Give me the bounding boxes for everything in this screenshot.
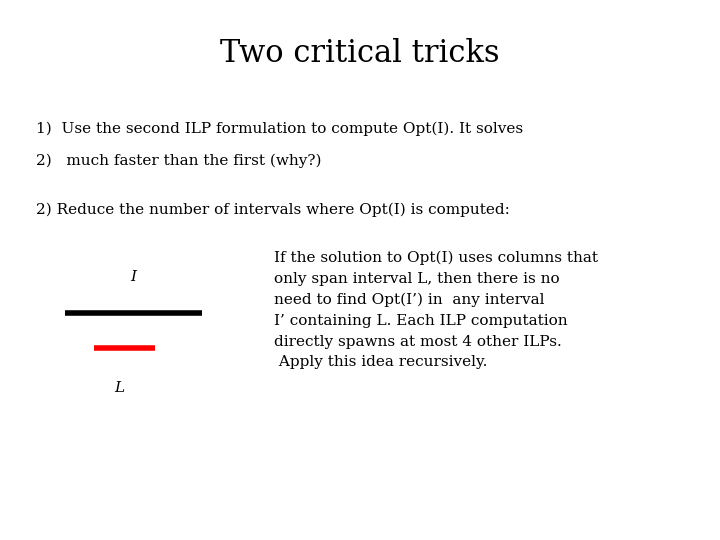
Text: 1)  Use the second ILP formulation to compute Opt(I). It solves: 1) Use the second ILP formulation to com… (36, 122, 523, 136)
Text: L: L (114, 381, 124, 395)
Text: Two critical tricks: Two critical tricks (220, 38, 500, 69)
Text: 2) Reduce the number of intervals where Opt(I) is computed:: 2) Reduce the number of intervals where … (36, 202, 510, 217)
Text: I: I (130, 270, 136, 284)
Text: 2)   much faster than the first (why?): 2) much faster than the first (why?) (36, 154, 322, 168)
Text: If the solution to Opt(I) uses columns that
only span interval L, then there is : If the solution to Opt(I) uses columns t… (274, 251, 598, 369)
